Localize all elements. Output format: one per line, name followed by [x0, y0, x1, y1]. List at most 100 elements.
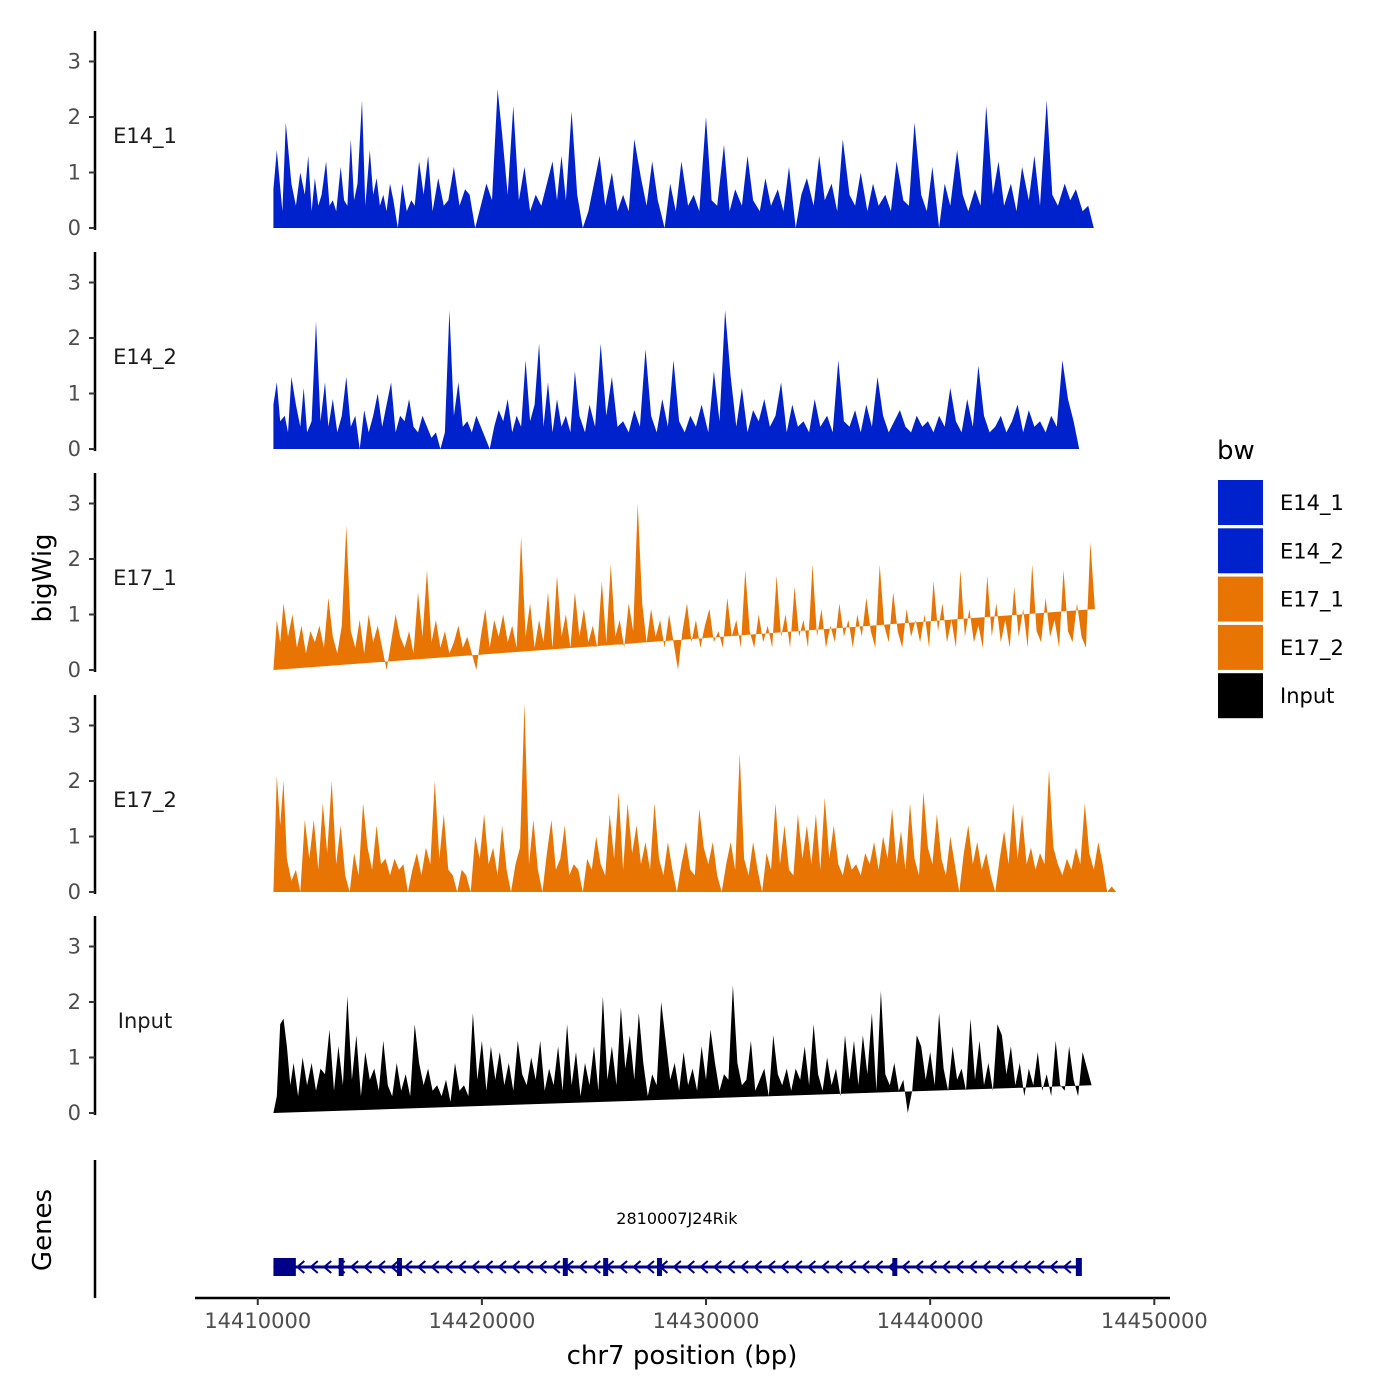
strand-arrow	[618, 1260, 628, 1274]
y-tick-label: 0	[68, 1101, 81, 1125]
y-tick-label: 0	[68, 216, 81, 240]
legend-label: E17_2	[1280, 636, 1344, 661]
legend-swatch	[1218, 528, 1263, 574]
strand-arrow	[806, 1260, 817, 1274]
strand-arrow	[927, 1260, 938, 1274]
track-e14-1: 0 1 2 3 E14_1	[68, 31, 1094, 240]
y-axis-title: bigWig	[28, 533, 58, 622]
track-e17-1: 0 1 2 3 E17_1	[68, 473, 1095, 682]
strand-arrow	[1035, 1260, 1045, 1274]
strand-arrow	[632, 1260, 642, 1274]
x-tick-label: 14450000	[1101, 1309, 1208, 1333]
legend-item-input: Input	[1218, 673, 1334, 719]
legend-swatch	[1218, 576, 1263, 622]
legend-label: E14_1	[1280, 491, 1344, 516]
strand-arrow	[403, 1260, 413, 1274]
legend-label: E14_2	[1280, 539, 1344, 564]
strand-arrow	[484, 1260, 494, 1274]
y-tick-label: 0	[68, 658, 81, 682]
y-tick-label: 0	[68, 880, 81, 904]
strand-arrow	[753, 1260, 763, 1274]
strand-arrow	[376, 1260, 386, 1274]
strand-arrow	[1062, 1260, 1072, 1274]
strand-arrow	[874, 1260, 884, 1274]
strand-arrow	[860, 1260, 870, 1274]
strand-arrow	[430, 1260, 440, 1274]
y-tick-label: 1	[68, 603, 81, 627]
strand-arrow	[941, 1260, 951, 1274]
exon-mark	[338, 1258, 344, 1276]
strand-arrow	[1048, 1260, 1059, 1274]
legend-item-e17-2: E17_2	[1218, 624, 1344, 670]
x-tick-label: 14440000	[877, 1309, 984, 1333]
track-label: E14_2	[113, 345, 177, 370]
legend-label: E17_1	[1280, 588, 1344, 613]
track-label: E17_2	[113, 788, 177, 813]
y-tick-label: 2	[68, 547, 81, 571]
x-tick-label: 14430000	[653, 1309, 760, 1333]
legend: bw E14_1 E14_2 E17_1 E17_2 Input	[1217, 436, 1344, 719]
exon-mark	[892, 1258, 898, 1276]
exon-mark	[603, 1258, 609, 1276]
strand-arrow	[524, 1260, 534, 1274]
y-tick-label: 2	[68, 990, 81, 1014]
strand-arrow	[443, 1260, 453, 1274]
strand-arrow	[645, 1260, 655, 1274]
y-tick-label: 2	[68, 326, 81, 350]
legend-swatch	[1218, 480, 1263, 525]
strand-arrow	[457, 1260, 467, 1274]
y-tick-label: 3	[68, 714, 81, 738]
strand-arrow	[995, 1260, 1005, 1274]
strand-arrow	[712, 1260, 722, 1274]
strand-arrow	[295, 1260, 305, 1274]
legend-label: Input	[1280, 684, 1334, 708]
y-tick-label: 2	[68, 769, 81, 793]
exon-block	[1075, 1258, 1082, 1276]
y-tick-label: 1	[68, 161, 81, 185]
strand-arrow	[591, 1260, 601, 1274]
y-tick-label: 3	[68, 492, 81, 516]
x-tick-label: 14410000	[204, 1309, 311, 1333]
coverage-area	[273, 89, 1094, 228]
legend-title: bw	[1217, 436, 1255, 466]
x-tick-label: 14420000	[428, 1309, 535, 1333]
strand-arrow	[1008, 1260, 1018, 1274]
strand-arrow	[766, 1260, 776, 1274]
strand-arrow	[1022, 1260, 1032, 1274]
legend-swatch	[1218, 624, 1263, 670]
strand-arrow	[389, 1260, 400, 1274]
y-tick-label: 3	[68, 935, 81, 959]
strand-arrow	[820, 1260, 830, 1274]
coverage-area	[273, 503, 1095, 670]
strand-arrow	[309, 1260, 319, 1274]
strand-arrow	[578, 1260, 588, 1274]
strand-arrow	[914, 1260, 924, 1274]
strand-arrow	[981, 1260, 991, 1274]
gene-model: 2810007J24Rik	[273, 1209, 1082, 1276]
tracks-layer: 0 1 2 3 E14_1 0 1 2 3 E14_2 0 1 2 3 E17_1 0 1 2 3 E17_2 0 1 2 3…	[68, 31, 1117, 1125]
exon-block	[273, 1258, 296, 1276]
strand-arrow	[672, 1260, 682, 1274]
legend-item-e14-1: E14_1	[1218, 480, 1344, 525]
track-label: Input	[118, 1009, 172, 1033]
coverage-area	[273, 985, 1092, 1113]
strand-arrow	[739, 1260, 749, 1274]
strand-arrow	[793, 1260, 803, 1274]
legend-item-e14-2: E14_2	[1218, 528, 1344, 574]
strand-arrow	[497, 1260, 507, 1274]
strand-arrow	[551, 1260, 561, 1274]
track-label: E17_1	[113, 566, 177, 591]
y-tick-label: 2	[68, 105, 81, 129]
gene-name-label: 2810007J24Rik	[616, 1209, 738, 1228]
genes-panel-title: Genes	[28, 1189, 58, 1271]
strand-arrow	[954, 1260, 964, 1274]
coverage-area	[273, 703, 1117, 892]
strand-arrow	[833, 1260, 843, 1274]
legend-item-e17-1: E17_1	[1218, 576, 1344, 622]
y-tick-label: 0	[68, 437, 81, 461]
y-tick-label: 1	[68, 825, 81, 849]
y-tick-label: 3	[68, 271, 81, 295]
strand-arrow	[322, 1260, 332, 1274]
strand-arrow	[416, 1260, 427, 1274]
